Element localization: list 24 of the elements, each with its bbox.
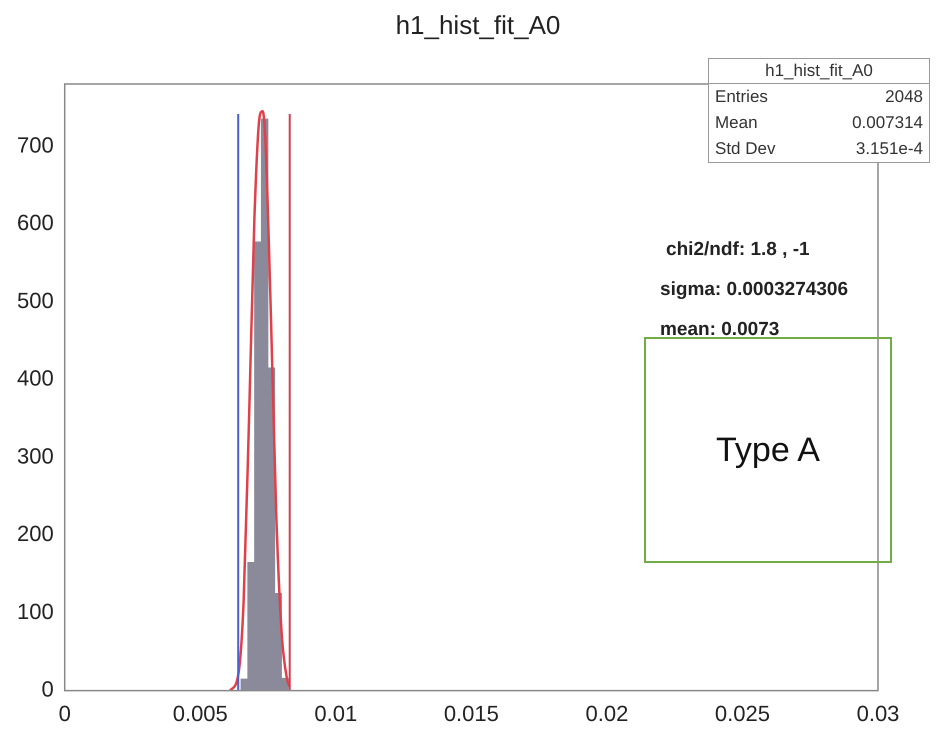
text: Mean 0.007314 (715, 113, 923, 132)
annotation: Type A (716, 430, 820, 470)
annotation: sigma: 0.0003274306 (660, 278, 848, 302)
text: Entries 2048 (715, 87, 923, 106)
y-tick-label: 100 (16, 598, 54, 624)
x-tick-label: 0.02 (585, 700, 628, 726)
y-tick-label: 500 (16, 288, 54, 313)
y-tick-label: 400 (16, 366, 54, 391)
y-tick-label: 200 (16, 521, 54, 546)
annotation: chi2/ndf: 1.8 , -1 (665, 238, 811, 262)
x-tick-label: 0 (58, 700, 71, 726)
x-tick-label: 0.03 (856, 700, 900, 726)
x-tick-label: 0.025 (714, 700, 770, 726)
y-tick-label: 300 (16, 443, 54, 468)
x-tick-label: 0.005 (172, 700, 228, 726)
text: h1_hist_fit_A0 (709, 59, 929, 84)
x-tick-label: 0.015 (444, 700, 499, 726)
y-tick-label: 700 (16, 132, 54, 158)
y-tick-label: 600 (16, 210, 54, 236)
chart-title: h1_hist_fit_A0 (394, 10, 562, 41)
x-tick-label: 0.01 (314, 700, 358, 726)
y-tick-label: 0 (41, 676, 54, 702)
annotation: mean: 0.0073 (660, 318, 780, 342)
text: Std Dev 3.151e-4 (715, 139, 923, 158)
